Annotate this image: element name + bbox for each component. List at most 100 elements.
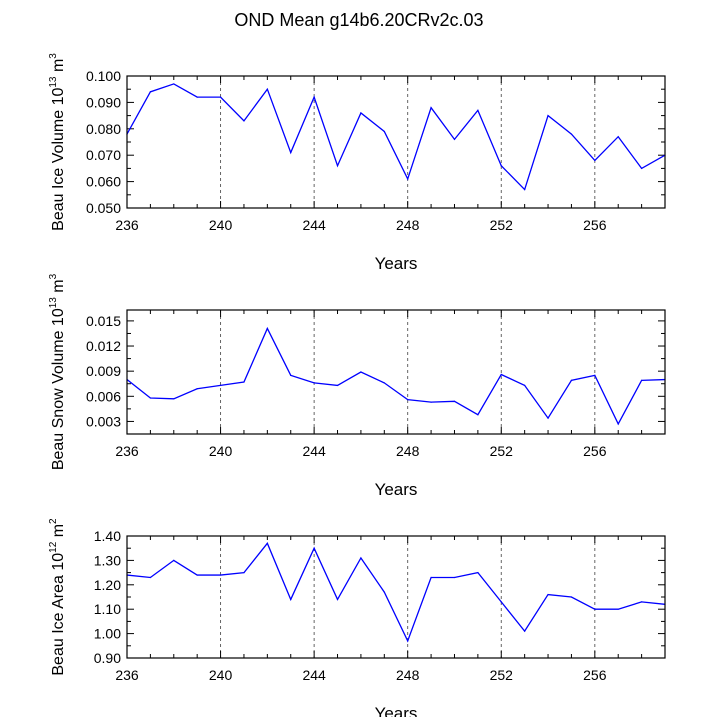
data-point [594, 608, 596, 610]
data-point [477, 572, 479, 574]
y-axis-label-mid: m [50, 524, 67, 542]
x-tick-label: 256 [583, 667, 607, 683]
x-axis-label: Years [375, 704, 418, 717]
y-tick-label: 1.40 [94, 528, 121, 544]
data-point [243, 120, 245, 122]
data-point [617, 423, 619, 425]
x-tick-label: 248 [396, 667, 420, 683]
x-axis-label: Years [375, 254, 418, 273]
data-point [524, 188, 526, 191]
data-point [360, 371, 362, 373]
x-tick-label: 244 [302, 217, 326, 233]
y-axis-label-exp2: 2 [48, 518, 59, 524]
data-point [500, 601, 502, 603]
y-tick-label: 0.090 [86, 94, 121, 110]
x-tick-label: 236 [115, 217, 139, 233]
data-point [313, 382, 315, 384]
data-point [290, 598, 292, 601]
x-tick-label: 240 [209, 667, 233, 683]
data-point [266, 88, 268, 90]
data-point [430, 107, 432, 109]
data-point [477, 414, 479, 416]
data-point [407, 640, 409, 642]
y-axis-label-prefix: Beau Ice Area 10 [50, 553, 67, 676]
data-point [149, 576, 151, 579]
y-tick-label: 1.20 [94, 577, 121, 593]
data-point [524, 384, 526, 387]
data-point [617, 136, 619, 138]
data-point [219, 574, 222, 576]
data-point [477, 109, 479, 111]
data-point [149, 397, 151, 399]
data-point [149, 91, 151, 93]
data-point [243, 572, 245, 574]
x-tick-label: 256 [583, 443, 607, 459]
y-axis-label-prefix: Beau Snow Volume 10 [50, 308, 67, 470]
data-point [641, 379, 643, 381]
y-axis-label-exp: 12 [48, 541, 59, 553]
y-tick-label: 0.080 [86, 121, 121, 137]
data-point [524, 630, 526, 632]
data-point [173, 398, 175, 400]
data-point [453, 576, 456, 579]
data-point [594, 374, 596, 376]
x-tick-label: 252 [490, 217, 514, 233]
panel-ice-area: 0.90 1.00 1.10 1.20 1.30 1.40 236 240 244 248 252 2… [48, 518, 666, 717]
y-tick-label: 0.009 [86, 363, 121, 379]
series-line-snow-volume [126, 326, 666, 426]
y-tick-label: 0.070 [86, 147, 121, 163]
data-point [570, 133, 573, 135]
y-tick-label: 1.00 [94, 626, 121, 642]
y-tick-label: 0.006 [86, 388, 121, 404]
data-point [196, 388, 198, 390]
data-point [196, 574, 198, 576]
data-point [594, 159, 596, 162]
series-line-ice-area [126, 542, 666, 643]
x-tick-label: 252 [490, 443, 514, 459]
data-point [360, 112, 362, 114]
y-axis-label-exp2: 3 [48, 53, 59, 59]
data-point [570, 596, 573, 598]
y-tick-label: 1.10 [94, 601, 121, 617]
x-tick-label: 236 [115, 443, 139, 459]
series-line-ice-volume [126, 83, 666, 191]
data-point [173, 559, 175, 562]
y-tick-label: 1.30 [94, 552, 121, 568]
x-tick-label: 256 [583, 217, 607, 233]
data-point [219, 96, 222, 98]
data-point [453, 138, 456, 140]
y-axis-label: Beau Snow Volume 1013 m3 [48, 273, 67, 470]
y-tick-label: 0.015 [86, 313, 121, 329]
data-point [313, 96, 315, 98]
y-tick-label: 0.050 [86, 200, 121, 216]
data-point [617, 608, 619, 610]
data-point [219, 384, 222, 387]
data-point [383, 130, 385, 133]
data-point [407, 399, 409, 401]
data-point [336, 384, 339, 387]
y-tick-label: 0.100 [86, 68, 121, 84]
panel-snow-volume: 0.003 0.006 0.009 0.012 0.015 236 240 244 248 252… [48, 273, 666, 499]
x-tick-label: 252 [490, 667, 514, 683]
data-point [290, 374, 292, 376]
y-axis-label: Beau Ice Area 1012 m2 [48, 518, 67, 676]
y-axis-label-exp: 13 [48, 297, 59, 309]
data-point [360, 557, 362, 559]
data-point [430, 401, 432, 403]
data-point [407, 178, 409, 180]
y-axis-label-exp: 13 [48, 76, 59, 88]
y-tick-label: 0.90 [94, 650, 121, 666]
x-tick-label: 240 [209, 443, 233, 459]
data-point [547, 115, 549, 117]
y-axis-label-mid: m [50, 59, 67, 77]
y-tick-label: 0.060 [86, 174, 121, 190]
y-axis-label-prefix: Beau Ice Volume 10 [50, 88, 67, 231]
x-tick-label: 236 [115, 667, 139, 683]
data-point [243, 381, 245, 383]
figure-title: OND Mean g14b6.20CRv2c.03 [234, 10, 483, 30]
y-axis-label-exp2: 3 [48, 273, 59, 279]
x-axis-label: Years [375, 480, 418, 499]
plot-frame [126, 309, 666, 435]
data-point [383, 591, 385, 593]
